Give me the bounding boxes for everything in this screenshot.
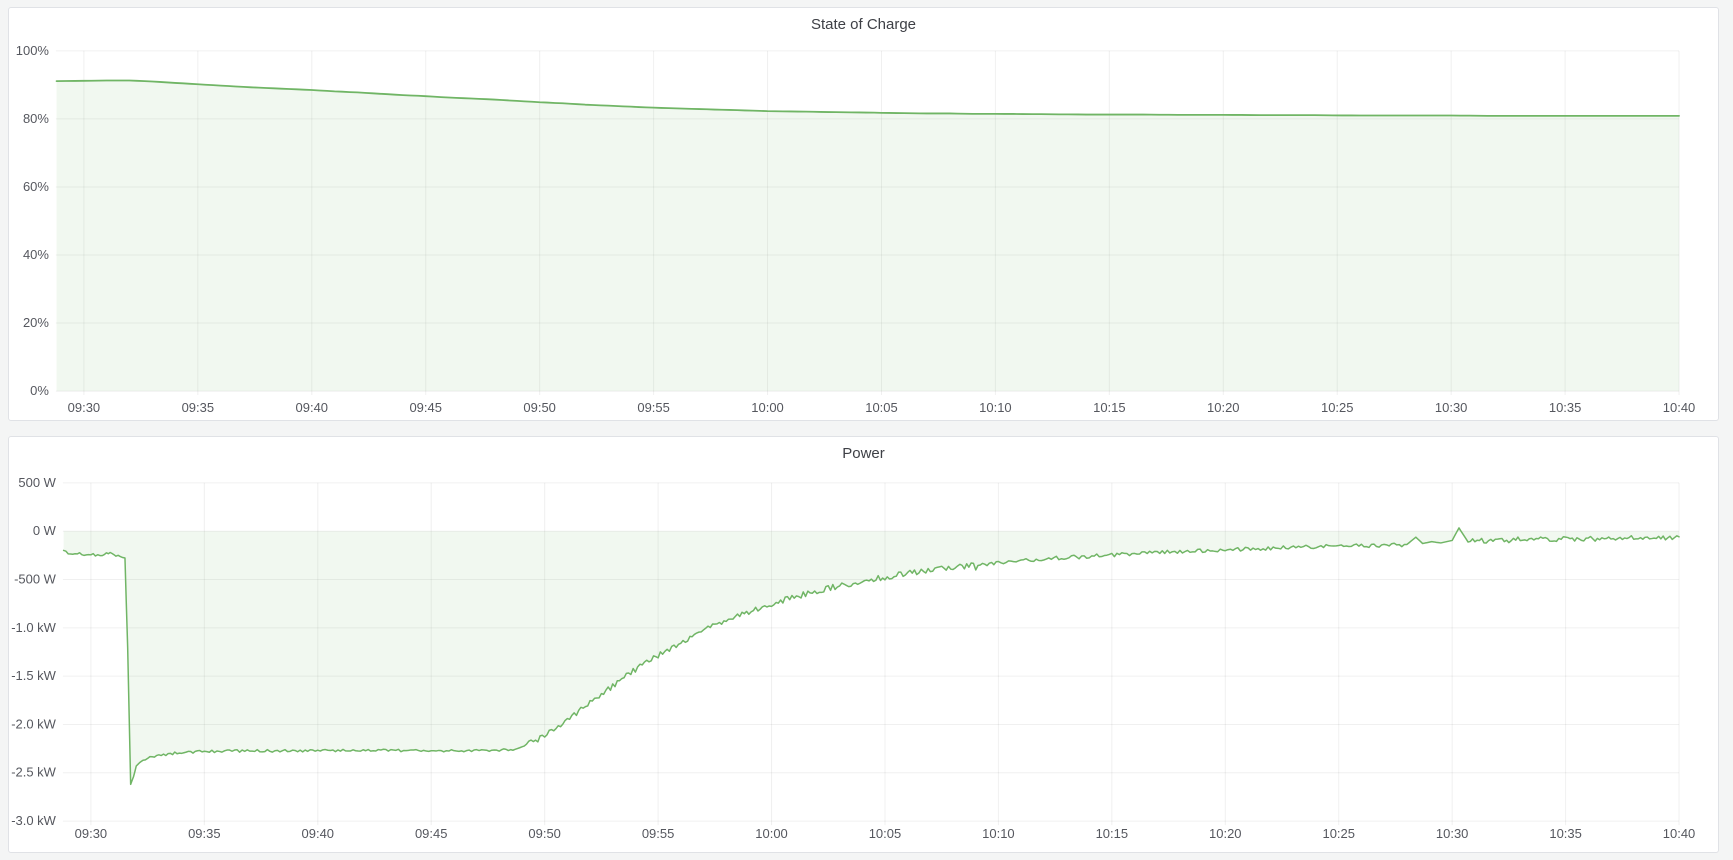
x-tick-label: 10:40 — [1663, 400, 1695, 415]
x-tick-label: 09:30 — [75, 826, 107, 841]
x-tick-label: 10:35 — [1549, 400, 1581, 415]
y-tick-label: -2.5 kW — [11, 765, 56, 780]
x-tick-label: 10:00 — [755, 826, 787, 841]
y-tick-label: -3.0 kW — [11, 813, 56, 828]
power-panel-title[interactable]: Power — [842, 445, 885, 462]
x-tick-label: 10:30 — [1435, 400, 1467, 415]
x-tick-label: 09:40 — [302, 826, 334, 841]
x-tick-label: 09:45 — [409, 400, 441, 415]
x-tick-label: 10:30 — [1436, 826, 1468, 841]
x-tick-label: 10:15 — [1096, 826, 1128, 841]
x-tick-label: 09:50 — [528, 826, 560, 841]
series-line — [55, 79, 1680, 117]
y-tick-label: 100% — [16, 43, 50, 58]
series-fill — [56, 80, 1680, 392]
x-tick-label: 10:25 — [1322, 826, 1354, 841]
x-tick-label: 10:40 — [1663, 826, 1695, 841]
series-fill — [63, 527, 1680, 785]
x-tick-label: 09:35 — [188, 826, 220, 841]
x-tick-label: 09:40 — [296, 400, 328, 415]
y-tick-label: 20% — [23, 315, 49, 330]
y-tick-label: 0 W — [33, 523, 57, 538]
y-tick-label: 40% — [23, 247, 49, 262]
x-tick-label: 09:45 — [415, 826, 447, 841]
x-tick-label: 10:20 — [1207, 400, 1239, 415]
y-tick-label: 60% — [23, 179, 49, 194]
x-tick-label: 10:20 — [1209, 826, 1241, 841]
x-tick-label: 10:15 — [1093, 400, 1125, 415]
x-tick-label: 10:35 — [1549, 826, 1581, 841]
x-tick-label: 09:55 — [637, 400, 669, 415]
x-tick-label: 09:35 — [182, 400, 214, 415]
y-tick-label: 500 W — [18, 475, 56, 490]
x-tick-label: 10:05 — [865, 400, 897, 415]
series-line — [62, 527, 1680, 786]
x-tick-label: 10:25 — [1321, 400, 1353, 415]
y-tick-label: -1.5 kW — [11, 668, 56, 683]
power-chart[interactable]: 500 W 0 W -500 W -1.0 kW -1.5 kW -2.0 kW -2.5 … — [9, 437, 1718, 852]
x-tick-label: 10:10 — [979, 400, 1011, 415]
power-panel: Power 500 W 0 W -500 W -1.0 kW -1.5 kW -2.0 k… — [8, 436, 1719, 853]
y-tick-label: 80% — [23, 111, 49, 126]
y-tick-label: -2.0 kW — [11, 716, 56, 731]
y-tick-label: 0% — [30, 383, 49, 398]
x-tick-label: 09:50 — [523, 400, 555, 415]
y-tick-label: -500 W — [14, 572, 57, 587]
soc-panel: State of Charge 100% 80% 60% 40% 20% 0% 09:30 0… — [8, 7, 1719, 421]
x-tick-label: 09:55 — [642, 826, 674, 841]
x-tick-label: 10:00 — [751, 400, 783, 415]
x-tick-label: 10:10 — [982, 826, 1014, 841]
soc-chart[interactable]: 100% 80% 60% 40% 20% 0% 09:30 09:35 09:40 09:45 09… — [9, 8, 1718, 420]
x-tick-label: 09:30 — [68, 400, 100, 415]
x-tick-label: 10:05 — [869, 826, 901, 841]
y-tick-label: -1.0 kW — [11, 620, 56, 635]
soc-panel-title[interactable]: State of Charge — [810, 16, 917, 33]
